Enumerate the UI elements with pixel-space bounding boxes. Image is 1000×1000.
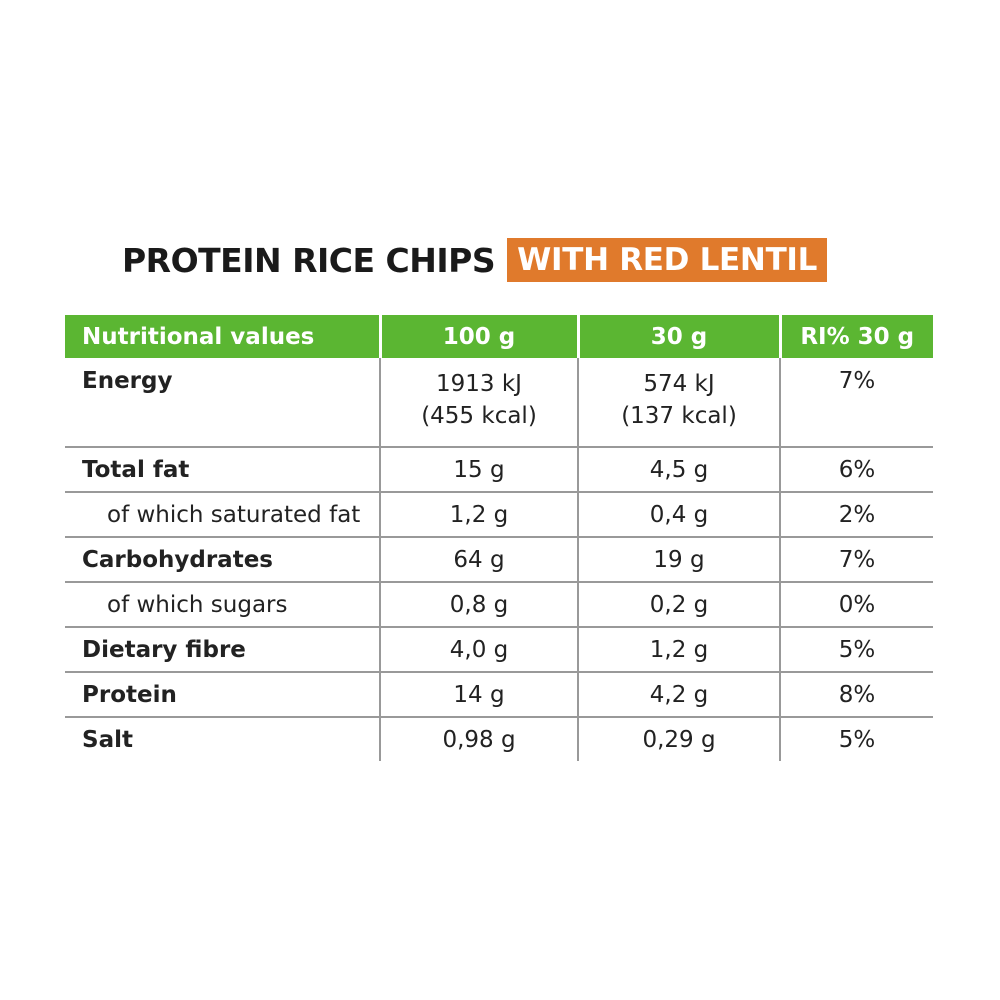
- row: of which sugars 0,8 g 0,2 g 0%: [65, 581, 933, 627]
- cell: 0,2 g: [577, 581, 780, 627]
- row-label: of which sugars: [65, 581, 380, 627]
- cell-line: 1913 kJ: [436, 371, 522, 397]
- cell-line: (455 kcal): [421, 403, 537, 429]
- cell: 1,2 g: [379, 491, 578, 537]
- column-header: Nutritional values: [65, 315, 380, 358]
- row: Protein 14 g 4,2 g 8%: [65, 671, 933, 717]
- cell: 4,2 g: [577, 671, 780, 717]
- row: Energy 1913 kJ (455 kcal) 574 kJ (137 kcal…: [65, 358, 933, 447]
- cell: 0%: [779, 581, 933, 627]
- column-header: 30 g: [576, 315, 780, 358]
- cell: 0,8 g: [379, 581, 578, 627]
- header-row: Nutritional values 100 g 30 g RI% 30 g: [65, 315, 933, 358]
- row-label: Dietary fibre: [65, 626, 380, 672]
- cell-line: (137 kcal): [621, 403, 737, 429]
- row: Dietary fibre 4,0 g 1,2 g 5%: [65, 626, 933, 672]
- row: Total fat 15 g 4,5 g 6%: [65, 446, 933, 492]
- row: of which saturated fat 1,2 g 0,4 g 2%: [65, 491, 933, 537]
- cell: 4,0 g: [379, 626, 578, 672]
- cell: 15 g: [379, 446, 578, 492]
- cell: 7%: [779, 536, 933, 582]
- cell: 2%: [779, 491, 933, 537]
- cell: 574 kJ (137 kcal): [577, 358, 780, 447]
- row-label: Total fat: [65, 446, 380, 492]
- cell: 1,2 g: [577, 626, 780, 672]
- header: PROTEIN RICE CHIPS WITH RED LENTIL: [122, 238, 828, 282]
- column-header: RI% 30 g: [778, 315, 933, 358]
- row-label: Energy: [82, 368, 173, 394]
- cell: 5%: [779, 626, 933, 672]
- cell-line: 574 kJ: [643, 371, 715, 397]
- row: Salt 0,98 g 0,29 g 5%: [65, 716, 933, 761]
- row-label: of which saturated fat: [65, 491, 380, 537]
- title-highlight: WITH RED LENTIL: [507, 238, 828, 282]
- cell: 8%: [779, 671, 933, 717]
- row-label: Salt: [65, 716, 380, 761]
- nutrition-table: Nutritional values 100 g 30 g RI% 30 g E…: [65, 315, 933, 761]
- row-label: Protein: [65, 671, 380, 717]
- cell: 0,29 g: [577, 716, 780, 761]
- cell: 7%: [779, 358, 933, 447]
- cell: 0,4 g: [577, 491, 780, 537]
- cell: 14 g: [379, 671, 578, 717]
- cell: 4,5 g: [577, 446, 780, 492]
- cell: 5%: [779, 716, 933, 761]
- cell: 0,98 g: [379, 716, 578, 761]
- cell: 19 g: [577, 536, 780, 582]
- title: PROTEIN RICE CHIPS: [122, 240, 496, 280]
- cell: 64 g: [379, 536, 578, 582]
- column-header: 100 g: [378, 315, 578, 358]
- cell: 1913 kJ (455 kcal): [379, 358, 578, 447]
- row: Carbohydrates 64 g 19 g 7%: [65, 536, 933, 582]
- cell: 6%: [779, 446, 933, 492]
- row-label: Carbohydrates: [65, 536, 380, 582]
